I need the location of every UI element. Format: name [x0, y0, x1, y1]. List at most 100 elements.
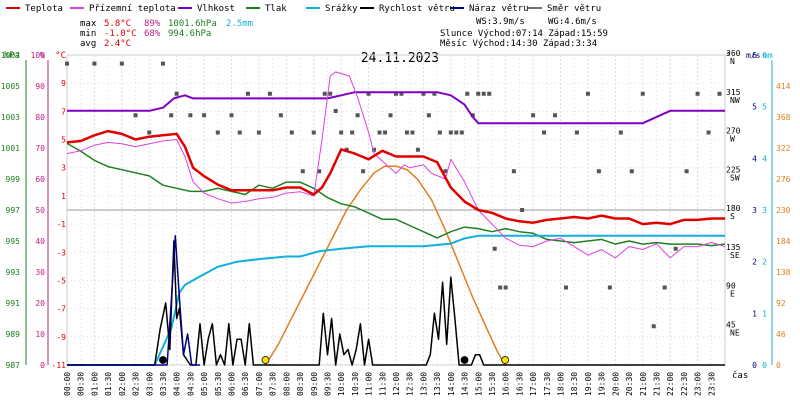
stats-max-hum: 89%: [144, 19, 161, 29]
pct-axis-tick-4: 40: [35, 237, 45, 246]
hpa-axis-tick-6: 999: [6, 175, 21, 184]
pressure-line: [66, 142, 726, 247]
x-tick-label-11: 05:30: [214, 372, 223, 396]
wind-direction-point: [322, 91, 327, 96]
degc-axis-tick-4: -3: [56, 248, 66, 257]
wind-direction-point: [317, 169, 322, 174]
sun-tick-7: 368: [776, 113, 791, 122]
wind-gust-line: [67, 235, 200, 366]
chart-title: 24.11.2023: [361, 51, 439, 66]
sunset-marker: [501, 356, 510, 364]
stats-avg-temp: 2.4°C: [104, 39, 131, 49]
dir-compass-2: SE: [730, 251, 740, 260]
wind-direction-point: [542, 130, 547, 135]
x-tick-label-2: 01:00: [90, 372, 99, 396]
degc-axis-tick-10: 9: [61, 79, 66, 88]
stats-avg-label: avg: [80, 39, 96, 49]
x-tick-label-39: 19:30: [598, 372, 607, 396]
pct-axis-tick-0: 0: [40, 361, 45, 370]
x-tick-label-29: 14:30: [461, 372, 470, 396]
wind-direction-point: [383, 130, 388, 135]
wind-direction-point: [503, 285, 508, 290]
wind-direction-point: [585, 91, 590, 96]
x-tick-label-46: 23:00: [694, 372, 703, 396]
x-tick-label-22: 11:00: [365, 372, 374, 396]
wind-direction-point: [481, 91, 486, 96]
x-tick-label-34: 17:00: [529, 372, 538, 396]
dir-compass-4: SW: [730, 173, 740, 182]
humidity-line: [67, 91, 725, 125]
x-tick-label-0: 00:00: [63, 372, 72, 396]
pct-axis-label: %: [40, 51, 46, 61]
wind-direction-point: [188, 113, 193, 118]
x-tick-label-36: 18:00: [557, 372, 566, 396]
x-tick-label-41: 20:30: [625, 372, 634, 396]
wind-direction-point: [607, 285, 612, 290]
sun-tick-5: 276: [776, 175, 791, 184]
dir-tick-4: 225: [726, 165, 741, 174]
stats-max-label: max: [80, 19, 97, 29]
x-tick-label-8: 04:00: [173, 372, 182, 396]
wind-direction-point: [355, 113, 360, 118]
wind-direction-point: [147, 130, 152, 135]
mm-tick-5: 5: [762, 103, 767, 112]
wind-direction-point: [651, 324, 656, 329]
hpa-axis-tick-10: 1007: [1, 51, 20, 60]
degc-axis-tick-5: -1: [56, 220, 66, 229]
x-tick-label-32: 16:00: [502, 372, 511, 396]
x-tick-label-12: 06:00: [228, 372, 237, 396]
stats-max-rain: 2.5mm: [226, 19, 253, 29]
sun-tick-1: 92: [776, 299, 786, 308]
x-tick-label-37: 18:30: [570, 372, 579, 396]
wind-direction-point: [437, 130, 442, 135]
dir-tick-2: 135: [726, 243, 741, 252]
mm-tick-6: 6: [762, 51, 767, 60]
x-tick-label-18: 09:00: [310, 372, 319, 396]
wind-direction-point: [333, 108, 338, 113]
x-tick-label-10: 05:00: [200, 372, 209, 396]
sun-tick-2: 138: [776, 268, 791, 277]
x-tick-label-4: 02:00: [118, 372, 127, 396]
x-tick-label-23: 11:30: [378, 372, 387, 396]
wind-direction-point: [160, 61, 165, 66]
dir-compass-6: NW: [730, 96, 740, 105]
stats-min-label: min: [80, 29, 96, 39]
hpa-axis-label: hPa: [4, 51, 20, 61]
wind-direction-point: [596, 169, 601, 174]
x-tick-label-42: 21:00: [639, 372, 648, 396]
x-tick-label-20: 10:00: [337, 372, 346, 396]
wind-direction-point: [404, 130, 409, 135]
x-tick-label-26: 13:00: [419, 372, 428, 396]
stats-wg: WG:4.6m/s: [548, 17, 597, 27]
pct-axis-tick-3: 30: [35, 268, 45, 277]
ms-tick-2: 2: [752, 258, 757, 267]
degc-axis-tick-1: -9: [56, 333, 66, 342]
sun-intensity-line: [264, 165, 506, 366]
hpa-axis-tick-3: 993: [6, 268, 21, 277]
ms-tick-6: 6: [752, 51, 757, 60]
ms-tick-0: 0: [752, 361, 757, 370]
wind-direction-point: [237, 130, 242, 135]
wind-direction-point: [717, 91, 722, 96]
wind-direction-point: [695, 91, 700, 96]
dir-tick-3: 180: [726, 204, 741, 213]
x-tick-label-45: 22:30: [680, 372, 689, 396]
wind-direction-point: [520, 208, 525, 212]
dir-axis-label: °: [726, 51, 731, 60]
degc-axis-tick-7: 3: [61, 164, 66, 173]
wind-direction-point: [432, 91, 437, 96]
wind-direction-point: [300, 169, 305, 174]
x-tick-label-38: 19:00: [584, 372, 593, 396]
sun-tick-6: 322: [776, 144, 791, 153]
pct-axis-tick-1: 10: [35, 330, 45, 339]
pct-axis-tick-8: 80: [35, 113, 45, 122]
wind-direction-point: [454, 130, 459, 135]
ms-tick-3: 3: [752, 206, 757, 215]
legend-label-2: Vlhkost: [197, 4, 235, 14]
dir-compass-0: NE: [730, 328, 740, 337]
sun-tick-3: 184: [776, 237, 791, 246]
dir-compass-3: S: [730, 212, 735, 221]
x-tick-label-28: 14:00: [447, 372, 456, 396]
x-tick-label-15: 07:30: [269, 372, 278, 396]
wind-direction-point: [377, 130, 382, 135]
